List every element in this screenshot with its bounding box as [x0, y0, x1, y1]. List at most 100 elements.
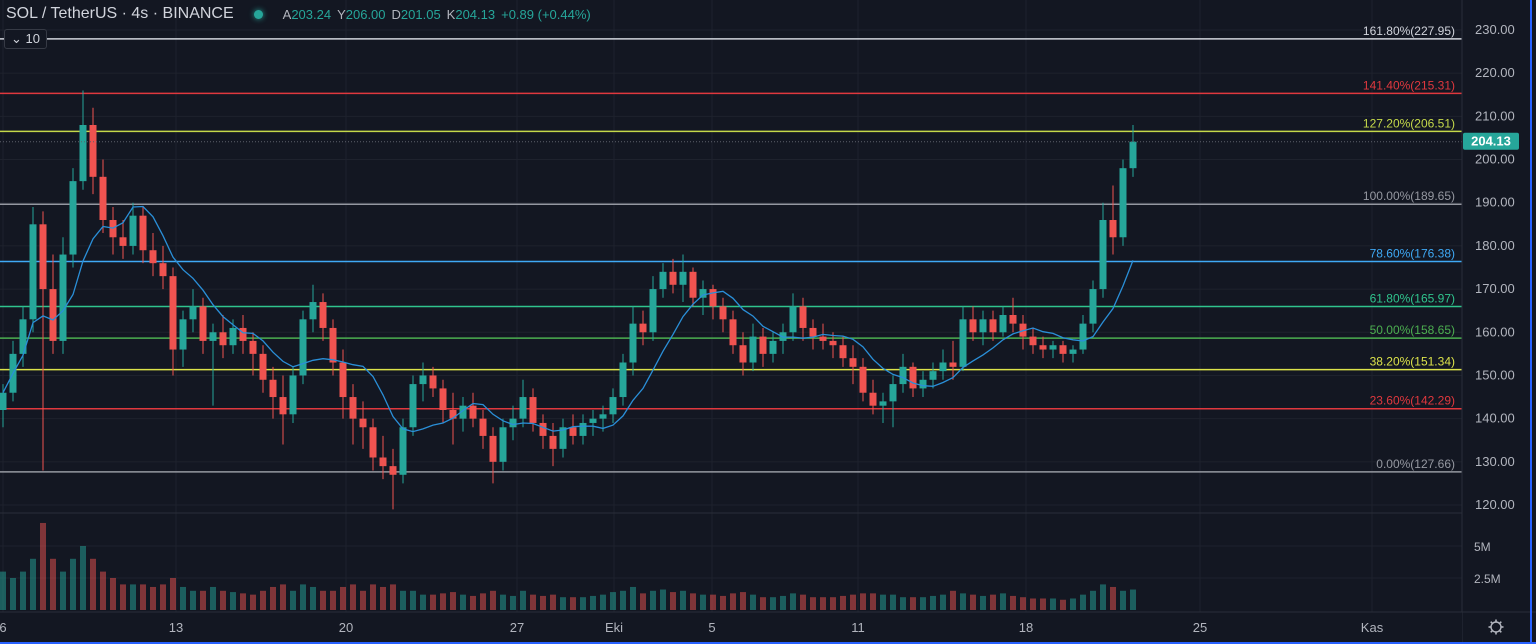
- candle: [209, 323, 217, 406]
- candle-body: [709, 289, 717, 307]
- candle: [759, 327, 767, 367]
- volume-bar: [360, 590, 366, 610]
- candle-body: [129, 215, 137, 246]
- time-tick-label: 20: [339, 620, 353, 635]
- candle-body: [219, 332, 227, 346]
- price-tick-label: 160.00: [1475, 324, 1515, 339]
- candle-body: [459, 405, 467, 419]
- candle-body: [99, 176, 107, 220]
- candle-body: [379, 457, 387, 467]
- volume-bar: [60, 571, 66, 610]
- candle-body: [369, 427, 377, 458]
- volume-bar: [1120, 590, 1126, 610]
- volume-bar: [410, 590, 416, 610]
- candle: [29, 207, 37, 333]
- candle-body: [269, 379, 277, 398]
- candle: [369, 418, 377, 471]
- candle-body: [929, 371, 937, 380]
- candle: [529, 388, 537, 432]
- symbol-title[interactable]: SOL / TetherUS · 4s · BINANCE: [6, 5, 234, 22]
- candle-body: [1039, 345, 1047, 350]
- volume-bar: [940, 594, 946, 610]
- candle-body: [569, 427, 577, 436]
- candle-body: [189, 306, 197, 320]
- volume-bar: [570, 597, 576, 610]
- candle: [649, 276, 657, 341]
- time-tick-label: 5: [708, 620, 715, 635]
- volume-bar: [580, 597, 586, 610]
- volume-bar: [680, 590, 686, 610]
- volume-bar: [1080, 594, 1086, 610]
- volume-bar: [620, 590, 626, 610]
- candle-body: [579, 422, 587, 436]
- candle-body: [1049, 345, 1057, 350]
- candle: [869, 379, 877, 415]
- volume-bar: [80, 546, 86, 610]
- candle: [619, 353, 627, 406]
- volume-bar: [90, 558, 96, 610]
- time-tick-label: Kas: [1361, 620, 1384, 635]
- candle: [1029, 327, 1037, 354]
- time-axis[interactable]: [0, 612, 1462, 644]
- candle-body: [139, 215, 147, 251]
- candle: [1049, 340, 1057, 359]
- settings-gear-icon[interactable]: [1488, 619, 1504, 635]
- candle-body: [659, 271, 667, 290]
- volume-bar: [540, 595, 546, 610]
- price-axis[interactable]: [1462, 0, 1536, 644]
- candle-body: [559, 427, 567, 449]
- candle-body: [1109, 220, 1117, 238]
- candle: [1079, 315, 1087, 354]
- candle-body: [809, 327, 817, 337]
- candle: [389, 448, 397, 510]
- volume-bar: [810, 597, 816, 610]
- volume-bar: [850, 594, 856, 610]
- candle: [359, 401, 367, 449]
- candle-body: [889, 384, 897, 402]
- candle: [69, 168, 77, 268]
- price-tick-label: 230.00: [1475, 22, 1515, 37]
- candle: [429, 366, 437, 398]
- candle-body: [469, 405, 477, 419]
- candle: [639, 310, 647, 346]
- volume-bar: [240, 593, 246, 610]
- price-tick-label: 190.00: [1475, 195, 1515, 210]
- candle: [559, 418, 567, 458]
- candle: [289, 366, 297, 423]
- volume-bar: [900, 597, 906, 610]
- volume-bar: [30, 558, 36, 610]
- candle: [1059, 340, 1067, 363]
- volume-bar: [950, 590, 956, 610]
- candle: [839, 336, 847, 367]
- candle-body: [639, 323, 647, 333]
- candle-body: [449, 410, 457, 419]
- candle: [1089, 280, 1097, 333]
- volume-bar: [440, 593, 446, 610]
- candle: [969, 306, 977, 341]
- time-tick-label: 18: [1019, 620, 1033, 635]
- volume-bar: [340, 586, 346, 610]
- volume-bar: [910, 597, 916, 610]
- volume-bar: [1110, 586, 1116, 610]
- candle: [699, 280, 707, 315]
- candle-body: [29, 224, 37, 320]
- volume-bar: [10, 578, 16, 610]
- candle-body: [819, 336, 827, 341]
- candle: [879, 392, 887, 423]
- indicators-toggle-button[interactable]: ⌄ 10: [4, 29, 47, 49]
- candle-body: [999, 315, 1007, 333]
- candle-body: [209, 332, 217, 341]
- candle-body: [179, 319, 187, 350]
- volume-bar: [450, 592, 456, 610]
- time-tick-label: 27: [510, 620, 524, 635]
- candle-body: [859, 366, 867, 393]
- volume-bar: [330, 590, 336, 610]
- candle-body: [619, 362, 627, 398]
- time-tick-label: 6: [0, 620, 7, 635]
- candle-body: [89, 125, 97, 177]
- volume-bar: [840, 595, 846, 610]
- chart-header: SOL / TetherUS · 4s · BINANCE A203.24 Y2…: [6, 5, 591, 23]
- candle: [709, 284, 717, 320]
- volume-bar: [70, 558, 76, 610]
